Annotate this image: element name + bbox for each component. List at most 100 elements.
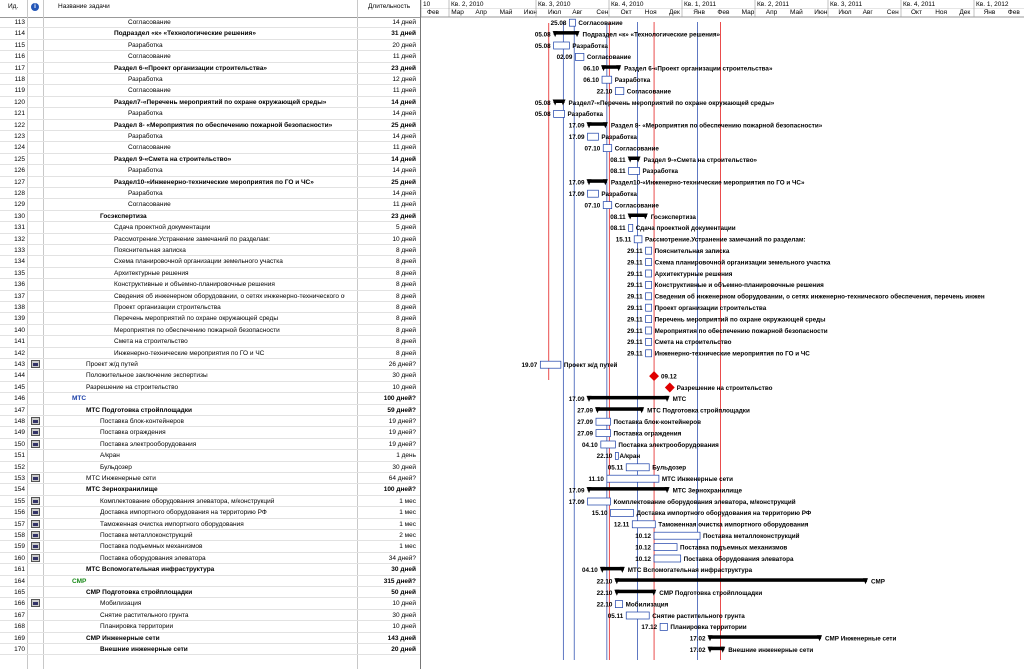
task-row[interactable]: 136 Конструктивные и объемно-планировочны… [0, 279, 420, 291]
task-name[interactable]: Конструктивные и объемно-планировочные р… [114, 281, 275, 289]
task-duration[interactable]: 20 дней [392, 41, 416, 49]
task-duration[interactable]: 64 дней? [388, 475, 416, 482]
task-duration[interactable]: 59 дней? [387, 406, 416, 414]
col-header-id[interactable]: Ид. [8, 3, 19, 10]
task-duration[interactable]: 10 дней [392, 235, 416, 243]
task-row[interactable]: 159 Поставка подъемных механизмов 1 мес [0, 541, 420, 553]
task-row[interactable]: 144 Положительное заключение экспертизы 30… [0, 370, 420, 382]
task-name[interactable]: А/кран [100, 452, 120, 460]
task-name[interactable]: Планировка территории [100, 623, 174, 631]
note-indicator-icon[interactable] [31, 360, 40, 368]
task-duration[interactable]: 8 дней [395, 269, 416, 277]
task-bar[interactable] [653, 554, 682, 563]
task-duration[interactable]: 1 мес [399, 520, 416, 528]
task-bar[interactable] [645, 292, 652, 301]
task-duration[interactable]: 14 дней [391, 155, 416, 163]
task-duration[interactable]: 8 дней [395, 349, 416, 357]
task-row[interactable]: 124 Согласование 11 дней [0, 142, 420, 154]
task-duration[interactable]: 30 дней [392, 372, 416, 380]
task-name[interactable]: Разработка [128, 76, 163, 83]
task-row[interactable]: 140 Мероприятия по обеспечению пожарной б… [0, 325, 420, 337]
task-row[interactable]: 137 Сведения об инженерном оборудовании, … [0, 291, 420, 302]
note-indicator-icon[interactable] [31, 496, 40, 505]
task-name[interactable]: Проект ж/д путей [86, 361, 138, 368]
task-duration[interactable]: 10 дней [392, 600, 416, 608]
task-name[interactable]: МТС Инженерные сети [86, 475, 156, 482]
task-name[interactable]: Таможенная очистка импортного оборудован… [100, 520, 244, 528]
task-duration[interactable]: 25 дней [391, 178, 416, 186]
task-duration[interactable]: 34 дней? [388, 554, 416, 562]
task-duration[interactable]: 8 дней [395, 292, 416, 300]
task-row[interactable]: 154 МТС Зернохранилище 100 дней? [0, 484, 420, 496]
task-duration[interactable]: 8 дней [395, 258, 416, 266]
task-bar[interactable] [628, 224, 634, 232]
task-duration[interactable]: 8 дней [395, 281, 416, 289]
task-row[interactable]: 165 СМР Подготовка стройплощадки 50 дней [0, 587, 420, 599]
task-duration[interactable]: 143 дней [387, 634, 416, 642]
task-duration[interactable]: 30 дней [392, 611, 416, 619]
task-name[interactable]: Поставка оборудования элеватора [100, 554, 206, 562]
task-row[interactable]: 138 Проект организации строительства 8 дне… [0, 302, 420, 314]
task-row[interactable]: 132 Рассмотрение.Устранение замечаний по … [0, 234, 420, 245]
task-bar[interactable] [553, 41, 570, 50]
task-row[interactable]: 149 Поставка ограждения 19 дней? [0, 427, 420, 439]
task-row[interactable]: 141 Смета на строительство 8 дней [0, 336, 420, 348]
task-duration[interactable]: 11 дней [392, 201, 416, 209]
info-indicator-icon[interactable]: i [31, 3, 39, 11]
task-name[interactable]: Поставка ограждения [100, 429, 166, 437]
summary-bar[interactable] [587, 487, 669, 491]
task-duration[interactable]: 1 мес [399, 509, 416, 517]
task-name[interactable]: Смета на строительство [114, 338, 188, 346]
task-name[interactable]: Согласование [128, 19, 171, 26]
task-bar[interactable] [595, 417, 611, 426]
task-row[interactable]: 160 Поставка оборудования элеватора 34 дне… [0, 553, 420, 565]
task-row[interactable]: 127 Раздел10-«Инженерно-технические мероп… [0, 177, 420, 188]
task-name[interactable]: Раздел 9-«Смета на строительство» [114, 155, 232, 163]
task-name[interactable]: Раздел10-«Инженерно-технические мероприя… [114, 178, 314, 186]
task-name[interactable]: МТС [72, 395, 87, 403]
task-row[interactable]: 135 Архитектурные решения 8 дней [0, 268, 420, 280]
task-name[interactable]: Рассмотрение.Устранение замечаний по раз… [114, 235, 270, 243]
task-duration[interactable]: 1 мес [399, 543, 416, 551]
task-duration[interactable]: 14 дней [392, 167, 416, 175]
task-duration[interactable]: 25 дней [391, 121, 416, 129]
task-row[interactable]: 139 Перечень мероприятий по охране окружа… [0, 313, 420, 325]
summary-bar[interactable] [587, 179, 607, 183]
task-row[interactable]: 170 Внешние инженерные сети 20 дней [0, 644, 420, 656]
summary-bar[interactable] [587, 122, 607, 126]
task-duration[interactable]: 11 дней [392, 53, 416, 61]
milestone-diamond[interactable] [649, 371, 660, 382]
task-bar[interactable] [645, 315, 652, 323]
task-duration[interactable]: 14 дней [392, 190, 416, 197]
task-row[interactable]: 113 Согласование 14 дней [0, 17, 420, 29]
summary-bar[interactable] [595, 407, 644, 411]
task-bar[interactable] [602, 144, 613, 152]
task-duration[interactable]: 23 дней [391, 64, 416, 72]
task-bar[interactable] [614, 600, 623, 608]
task-name[interactable]: Инженерно-технические мероприятия по ГО … [114, 349, 265, 357]
summary-bar[interactable] [708, 646, 725, 651]
task-row[interactable]: 147 МТС Подготовка стройплощадки 59 дней? [0, 405, 420, 416]
task-bar[interactable] [595, 429, 611, 437]
task-name[interactable]: Мероприятия по обеспечению пожарной безо… [114, 326, 280, 334]
task-row[interactable]: 145 Разрешение на строительство 10 дней [0, 382, 420, 394]
task-row[interactable]: 166 Мобилизация 10 дней [0, 598, 420, 610]
task-bar[interactable] [601, 75, 613, 84]
summary-bar[interactable] [628, 156, 640, 161]
task-name[interactable]: Комплектование оборудования элеватора, м… [100, 497, 275, 505]
task-duration[interactable]: 11 дней [392, 87, 416, 95]
task-bar[interactable] [645, 303, 652, 312]
task-row[interactable]: 121 Разработка 14 дней [0, 108, 420, 120]
task-bar[interactable] [602, 201, 613, 209]
task-duration[interactable]: 100 дней? [383, 395, 416, 403]
task-name[interactable]: Проект организации строительства [114, 304, 221, 311]
task-row[interactable]: 125 Раздел 9-«Смета на строительство» 14 д… [0, 154, 420, 166]
task-name[interactable]: Бульдозер [100, 463, 132, 471]
task-row[interactable]: 119 Согласование 11 дней [0, 85, 420, 97]
task-bar[interactable] [645, 269, 652, 278]
task-name[interactable]: СМР Подготовка стройплощадки [86, 589, 193, 596]
task-bar[interactable] [625, 463, 650, 472]
task-bar[interactable] [539, 360, 562, 369]
task-duration[interactable]: 30 дней [392, 463, 416, 471]
task-name[interactable]: Согласование [128, 144, 171, 152]
